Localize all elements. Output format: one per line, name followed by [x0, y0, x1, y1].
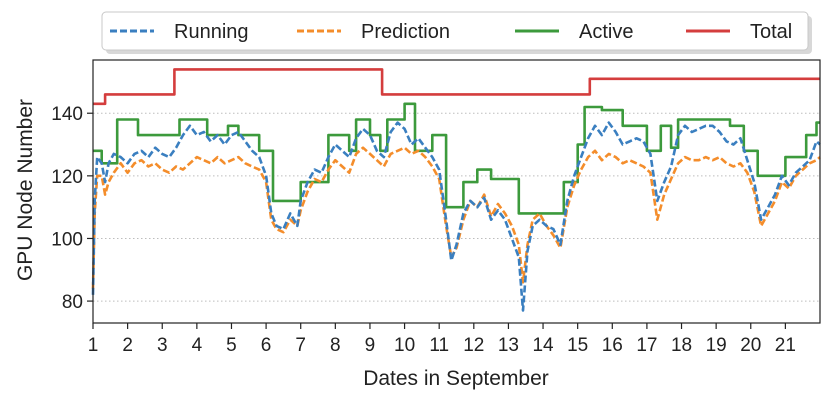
x-axis-title: Dates in September — [363, 367, 549, 390]
x-tick-label: 10 — [394, 335, 415, 356]
x-tick-label: 20 — [740, 335, 761, 356]
x-tick-label: 9 — [365, 335, 376, 356]
series-total-line — [93, 68, 820, 106]
x-tick-label: 18 — [671, 335, 692, 356]
grid-lines — [93, 112, 820, 302]
x-axis: 1 2 3 4 5 6 7 8 9 10 11 12 13 14 15 16 17 18 19 20 21 — [88, 323, 796, 356]
legend-label-prediction: Prediction — [361, 21, 450, 43]
series-prediction-line — [91, 146, 821, 289]
x-tick-label: 16 — [602, 335, 623, 356]
y-tick-label: 80 — [62, 292, 83, 313]
legend-box — [101, 11, 809, 51]
legend-label-total: Total — [750, 21, 792, 43]
x-tick-label: 3 — [157, 335, 168, 356]
x-tick-label: 14 — [532, 335, 554, 356]
x-tick-label: 1 — [88, 335, 99, 356]
x-tick-label: 11 — [429, 335, 449, 356]
series-running-line — [91, 121, 821, 312]
x-tick-label: 5 — [226, 335, 237, 356]
x-tick-label: 7 — [295, 335, 306, 356]
x-tick-label: 21 — [775, 335, 796, 356]
series-active-line — [93, 102, 820, 215]
y-tick-label: 120 — [51, 167, 83, 188]
x-tick-label: 6 — [261, 335, 272, 356]
x-tick-label: 8 — [330, 335, 341, 356]
x-tick-label: 4 — [192, 335, 203, 356]
legend: Running Prediction Active Total — [101, 11, 812, 54]
x-tick-label: 19 — [706, 335, 727, 356]
x-tick-label: 13 — [498, 335, 519, 356]
x-tick-label: 2 — [122, 335, 133, 356]
x-tick-label: 17 — [636, 335, 657, 356]
legend-label-active: Active — [579, 21, 633, 43]
y-axis: 80 100 120 140 — [51, 104, 93, 313]
y-tick-label: 140 — [51, 104, 83, 125]
y-tick-label: 100 — [51, 229, 83, 250]
x-tick-label: 15 — [567, 335, 588, 356]
x-tick-label: 12 — [463, 335, 484, 356]
y-axis-title: GPU Node Number — [14, 99, 37, 281]
legend-label-running: Running — [174, 21, 249, 43]
series-lines — [91, 68, 821, 312]
plot-frame — [92, 59, 821, 324]
legend-items: Running Prediction Active Total — [110, 21, 792, 43]
